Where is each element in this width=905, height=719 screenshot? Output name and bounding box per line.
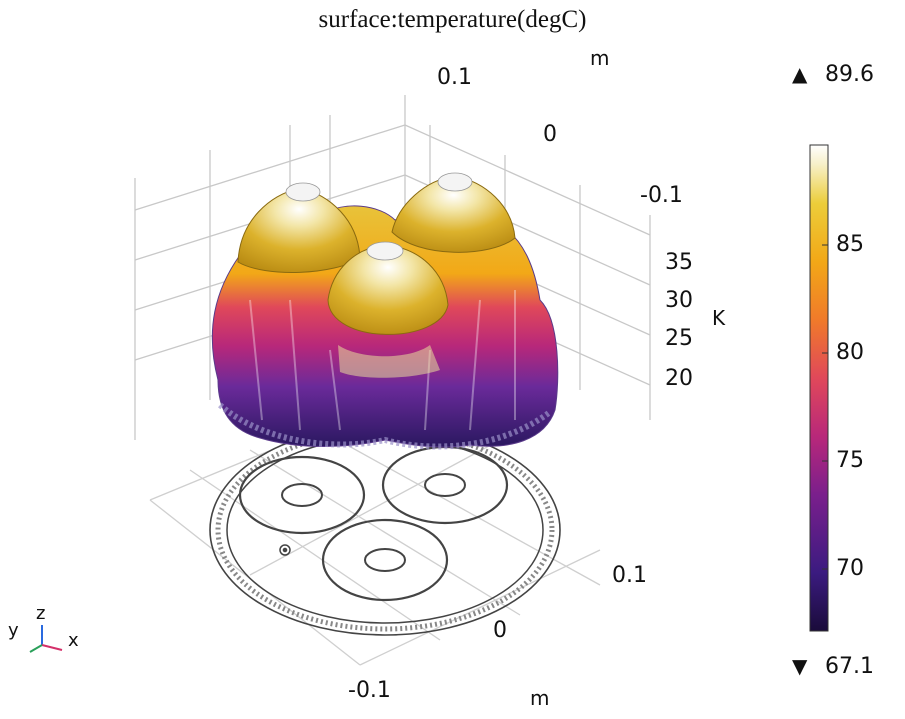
colorbar-tick: 80: [836, 340, 864, 365]
tick-label: -0.1: [348, 678, 391, 703]
tick-label: 35: [665, 250, 693, 275]
tick-label: 30: [665, 288, 693, 313]
tick-label: 0: [543, 122, 557, 147]
peak-right: [391, 175, 516, 253]
colorbar-min: 67.1: [825, 654, 874, 679]
max-triangle-icon: ▲: [792, 62, 808, 86]
colorbar-ticks: [822, 244, 828, 570]
colorbar-max: 89.6: [825, 62, 874, 87]
triad-y-label: y: [8, 620, 19, 641]
colorbar-tick: 75: [836, 448, 864, 473]
axis-unit: K: [712, 306, 726, 330]
colorbar: [809, 144, 829, 632]
colorbar-tick: 70: [836, 556, 864, 581]
triad-z-label: z: [36, 603, 46, 624]
peak-front: [327, 244, 449, 335]
axis-unit: m: [530, 686, 550, 710]
tick-label: -0.1: [640, 183, 683, 208]
temperature-surface: [211, 172, 559, 450]
colorbar-tick: 85: [836, 232, 864, 257]
cable-cross-section: [209, 424, 561, 636]
tick-label: 0.1: [612, 563, 647, 588]
triad-x-label: x: [68, 630, 79, 651]
min-triangle-icon: ▼: [792, 654, 808, 678]
axis-unit: m: [590, 46, 610, 70]
chart-title: surface:temperature(degC): [318, 6, 587, 33]
axis-triad: [29, 625, 63, 653]
tick-label: 0: [493, 618, 507, 643]
tick-label: 0.1: [437, 65, 472, 90]
peak-left: [237, 187, 361, 273]
tick-label: 20: [665, 366, 693, 391]
tick-label: 25: [665, 326, 693, 351]
